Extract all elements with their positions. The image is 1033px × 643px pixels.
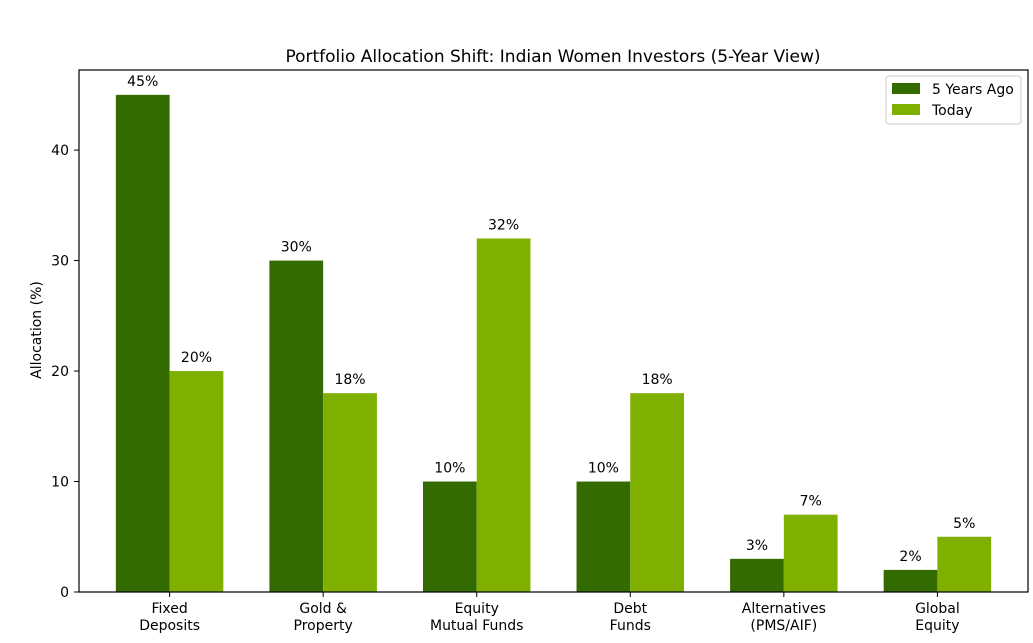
bar-five-years-ago-1 bbox=[269, 260, 324, 592]
data-label: 18% bbox=[334, 372, 365, 388]
data-label: 5% bbox=[953, 516, 975, 532]
bar-today-3 bbox=[630, 393, 685, 592]
bar-today-2 bbox=[476, 238, 531, 592]
data-label: 3% bbox=[746, 538, 768, 554]
bar-today-4 bbox=[783, 514, 838, 592]
x-tick-label: Debt Funds bbox=[610, 601, 651, 634]
bar-five-years-ago-2 bbox=[422, 481, 477, 592]
x-tick-label: Global Equity bbox=[915, 601, 960, 634]
data-label: 30% bbox=[281, 240, 312, 256]
bar-five-years-ago-4 bbox=[730, 558, 784, 592]
x-tick-label: Fixed Deposits bbox=[139, 601, 200, 634]
data-label: 7% bbox=[800, 494, 822, 510]
legend-label-today: Today bbox=[931, 103, 973, 119]
data-label: 18% bbox=[642, 372, 673, 388]
legend-swatch-five-years-ago bbox=[892, 83, 920, 94]
data-label: 45% bbox=[127, 74, 158, 90]
bar-today-0 bbox=[169, 371, 224, 592]
data-label: 10% bbox=[588, 461, 619, 477]
data-label: 2% bbox=[899, 549, 921, 565]
legend-swatch-today bbox=[892, 104, 920, 115]
x-tick-label: Equity Mutual Funds bbox=[430, 601, 523, 634]
y-tick-label: 10 bbox=[51, 475, 69, 491]
y-axis-label: Allocation (%) bbox=[29, 281, 45, 379]
legend-label-five-years-ago: 5 Years Ago bbox=[932, 82, 1014, 98]
legend: 5 Years Ago Today bbox=[885, 75, 1022, 125]
bar-today-5 bbox=[937, 536, 992, 592]
bar-five-years-ago-0 bbox=[115, 94, 170, 592]
bar-five-years-ago-5 bbox=[883, 569, 938, 592]
data-label: 10% bbox=[434, 461, 465, 477]
y-tick-label: 0 bbox=[60, 585, 69, 601]
chart-title: Portfolio Allocation Shift: Indian Women… bbox=[285, 47, 820, 67]
data-label: 20% bbox=[181, 350, 212, 366]
y-tick-label: 40 bbox=[51, 143, 69, 159]
plot-area: 45% 30% 10% 10% 3% 2% 20% 18% 32% 18% 7% 5% 0 10 20 30 4… bbox=[51, 69, 1029, 634]
bar-five-years-ago-3 bbox=[576, 481, 631, 592]
plot-frame bbox=[78, 69, 1029, 593]
bar-today-1 bbox=[323, 393, 377, 592]
x-tick-label: Alternatives (PMS/AIF) bbox=[742, 601, 826, 634]
x-tick-label: Gold & Property bbox=[294, 601, 353, 634]
y-tick-label: 30 bbox=[51, 254, 69, 270]
data-label: 32% bbox=[488, 217, 519, 233]
y-tick-label: 20 bbox=[51, 364, 69, 380]
